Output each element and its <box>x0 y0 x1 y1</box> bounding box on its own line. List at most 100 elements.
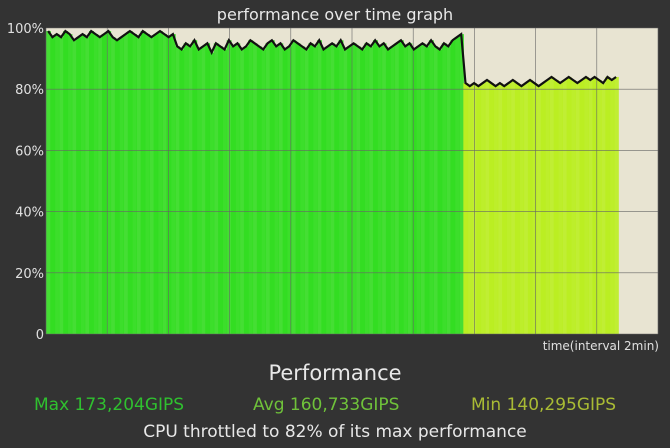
data-bar <box>592 76 598 335</box>
data-bar <box>114 40 120 335</box>
data-bar <box>441 43 447 335</box>
data-bar <box>360 49 365 335</box>
data-bar <box>467 86 473 334</box>
y-tick-label: 80% <box>15 83 44 98</box>
y-tick-label: 20% <box>15 267 44 282</box>
data-bar <box>179 49 185 335</box>
data-bar <box>372 40 378 335</box>
data-bar <box>463 83 469 334</box>
data-bar <box>248 40 254 335</box>
data-bar <box>368 46 374 335</box>
grid-layer <box>45 27 659 335</box>
data-bar <box>381 43 387 335</box>
data-bar <box>540 83 546 334</box>
data-bar <box>80 34 86 335</box>
data-bar <box>140 31 146 335</box>
data-bar <box>205 43 211 335</box>
data-bar <box>282 49 288 335</box>
bars-layer <box>46 31 619 335</box>
x-axis-label: time(interval 2min) <box>543 339 659 353</box>
data-bar <box>497 83 503 334</box>
data-bar <box>175 46 180 335</box>
data-bar <box>269 40 275 335</box>
data-bar <box>106 31 112 335</box>
data-bar <box>506 83 512 334</box>
data-bar <box>76 37 82 335</box>
data-bar <box>286 46 292 335</box>
data-bar <box>562 80 568 335</box>
data-bar <box>570 80 576 335</box>
data-bar <box>127 31 133 335</box>
data-bar <box>428 40 434 335</box>
data-bar <box>183 43 189 335</box>
y-tick-label: 60% <box>15 144 44 159</box>
data-bar <box>536 86 542 334</box>
data-bar <box>459 34 464 335</box>
data-bar <box>209 52 215 334</box>
data-bar <box>58 37 64 335</box>
data-bar <box>200 46 206 335</box>
data-bar <box>510 80 516 335</box>
min-performance: Min 140,295GIPS <box>471 395 617 415</box>
performance-line <box>47 29 617 88</box>
data-bar <box>390 46 396 335</box>
data-bar <box>437 49 443 335</box>
data-bar <box>170 34 176 335</box>
data-bar <box>157 31 163 335</box>
data-bar <box>321 49 327 335</box>
chart-title: performance over time graph <box>216 5 454 24</box>
data-bar <box>89 31 94 335</box>
data-bar <box>196 49 202 335</box>
data-bar <box>213 43 219 335</box>
data-bar <box>557 83 563 334</box>
y-tick-label: 40% <box>15 206 44 221</box>
data-bar <box>377 46 383 335</box>
y-tick-label: 100% <box>7 22 44 37</box>
data-bar <box>489 83 495 334</box>
data-bar <box>424 46 430 335</box>
data-bar <box>291 40 297 335</box>
data-bar <box>123 34 129 335</box>
data-bar <box>239 49 245 335</box>
data-bar <box>243 46 249 335</box>
data-bar <box>222 49 228 335</box>
data-bar <box>532 83 538 334</box>
performance-chart: 0 20% 40% 60% 80% 100% time(interval 2min) <box>7 22 659 353</box>
data-bar <box>502 86 507 334</box>
data-bar <box>278 43 284 335</box>
data-bar <box>605 76 611 335</box>
data-bar <box>385 49 391 335</box>
data-bar <box>433 46 439 335</box>
data-bar <box>261 49 267 335</box>
data-bar <box>162 34 168 335</box>
data-bar <box>398 40 404 335</box>
data-bar <box>450 40 456 335</box>
data-bar <box>446 46 452 335</box>
data-bar <box>295 43 301 335</box>
data-bar <box>416 46 421 335</box>
data-bar <box>153 34 159 335</box>
data-bar <box>149 37 155 335</box>
y-tick-labels: 0 20% 40% 60% 80% 100% <box>7 22 44 343</box>
data-bar <box>609 80 615 335</box>
data-bar <box>355 46 361 335</box>
data-bar <box>334 46 340 335</box>
data-bar <box>256 46 262 335</box>
data-bar <box>411 49 417 335</box>
data-bar <box>325 46 331 335</box>
data-bar <box>132 34 137 335</box>
data-bar <box>420 43 426 335</box>
data-bar <box>119 37 125 335</box>
data-bar <box>231 46 236 335</box>
data-bar <box>364 43 370 335</box>
data-bar <box>480 83 486 334</box>
data-bar <box>579 80 585 335</box>
data-bar <box>166 37 172 335</box>
data-bar <box>476 86 482 334</box>
data-bar <box>403 46 408 335</box>
data-bar <box>71 40 77 335</box>
data-bar <box>187 46 193 335</box>
data-bar <box>54 34 60 335</box>
data-bar <box>566 76 572 335</box>
data-bar <box>454 37 460 335</box>
